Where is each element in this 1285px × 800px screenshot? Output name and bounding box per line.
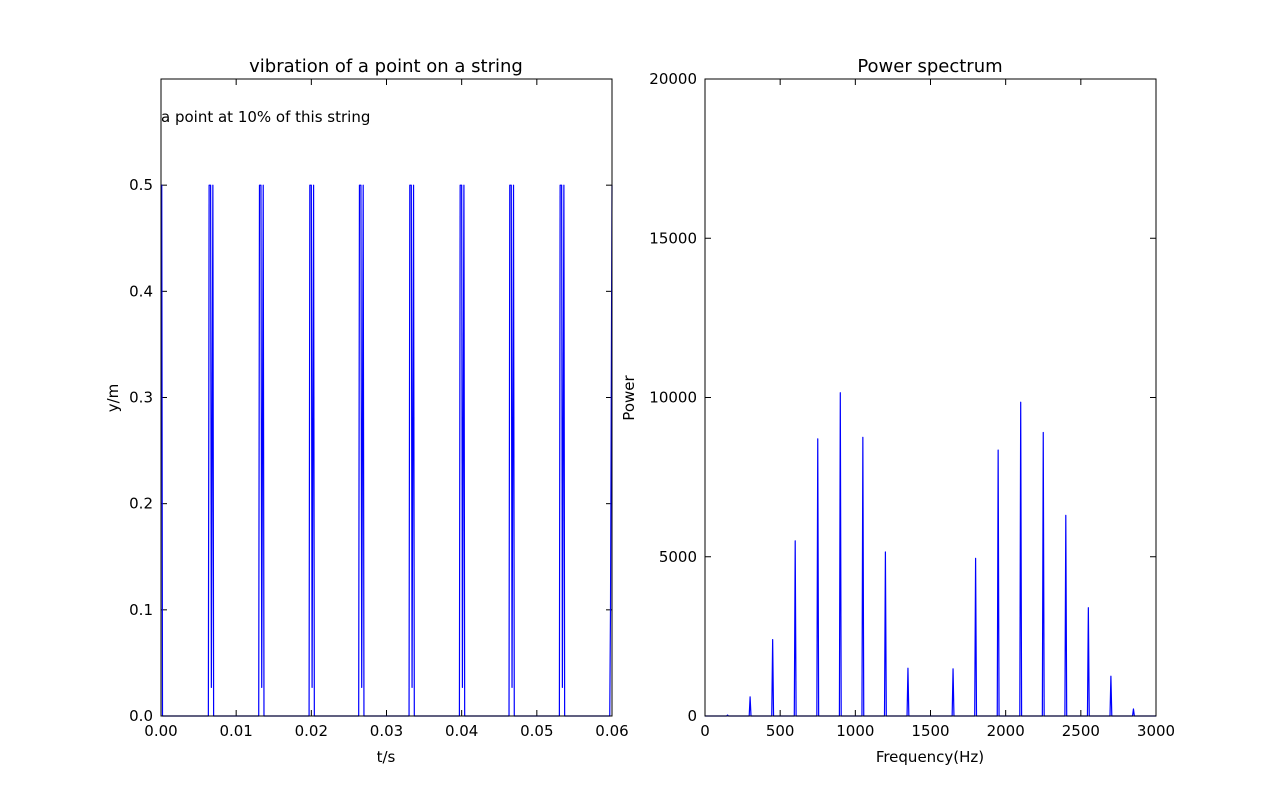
vibration-yticks: 0.0 0.1 0.2 0.3 0.4 0.5: [129, 176, 612, 725]
power-spectrum-xtick-label: 1000: [836, 722, 874, 740]
power-spectrum-ytick-label: 10000: [649, 389, 697, 407]
power-spectrum-ytick-label: 5000: [659, 548, 697, 566]
vibration-xlabel: t/s: [377, 748, 396, 766]
vibration-xtick-label: 0.03: [370, 722, 403, 740]
power-spectrum-xtick-label: 2500: [1062, 722, 1100, 740]
power-spectrum-title: Power spectrum: [857, 56, 1002, 77]
power-spectrum-xtick-label: 3000: [1137, 722, 1175, 740]
vibration-ytick-label: 0.5: [129, 176, 153, 194]
vibration-xtick-label: 0.00: [144, 722, 177, 740]
power-spectrum-xticks: 0 500 1000 1500 2000 2500 3000: [700, 79, 1175, 740]
power-spectrum-axes: Power spectrum Frequency(Hz) Power 0 500 1…: [620, 56, 1175, 766]
power-spectrum-xtick-label: 500: [766, 722, 795, 740]
vibration-ytick-label: 0.1: [129, 601, 153, 619]
power-spectrum-yticks: 0 5000 10000 15000 20000: [649, 70, 1156, 725]
vibration-axes: vibration of a point on a string t/s y/m…: [104, 56, 629, 766]
vibration-xtick-label: 0.05: [520, 722, 553, 740]
power-spectrum-ytick-label: 15000: [649, 229, 697, 247]
power-spectrum-ylabel: Power: [620, 374, 638, 420]
vibration-ytick-label: 0.2: [129, 495, 153, 513]
power-spectrum-xtick-label: 0: [700, 722, 710, 740]
power-spectrum-ytick-label: 20000: [649, 70, 697, 88]
vibration-axes-frame: [160, 78, 613, 717]
power-spectrum-xtick-label: 2000: [987, 722, 1025, 740]
vibration-ytick-label: 0.3: [129, 389, 153, 407]
vibration-annotation: a point at 10% of this string: [161, 108, 370, 126]
vibration-xtick-label: 0.02: [295, 722, 328, 740]
vibration-xtick-label: 0.06: [595, 722, 628, 740]
power-spectrum-ytick-label: 0: [687, 707, 697, 725]
vibration-xtick-label: 0.04: [445, 722, 478, 740]
vibration-xticks: 0.00 0.01 0.02 0.03 0.04 0.05 0.06: [144, 79, 629, 740]
vibration-ylabel: y/m: [104, 384, 122, 413]
power-spectrum-xlabel: Frequency(Hz): [876, 748, 984, 766]
power-spectrum-axes-frame: [704, 78, 1157, 717]
power-spectrum-xtick-label: 1500: [911, 722, 949, 740]
vibration-ytick-label: 0.0: [129, 707, 153, 725]
vibration-xtick-label: 0.01: [219, 722, 252, 740]
vibration-ytick-label: 0.4: [129, 282, 153, 300]
vibration-title: vibration of a point on a string: [249, 56, 523, 77]
